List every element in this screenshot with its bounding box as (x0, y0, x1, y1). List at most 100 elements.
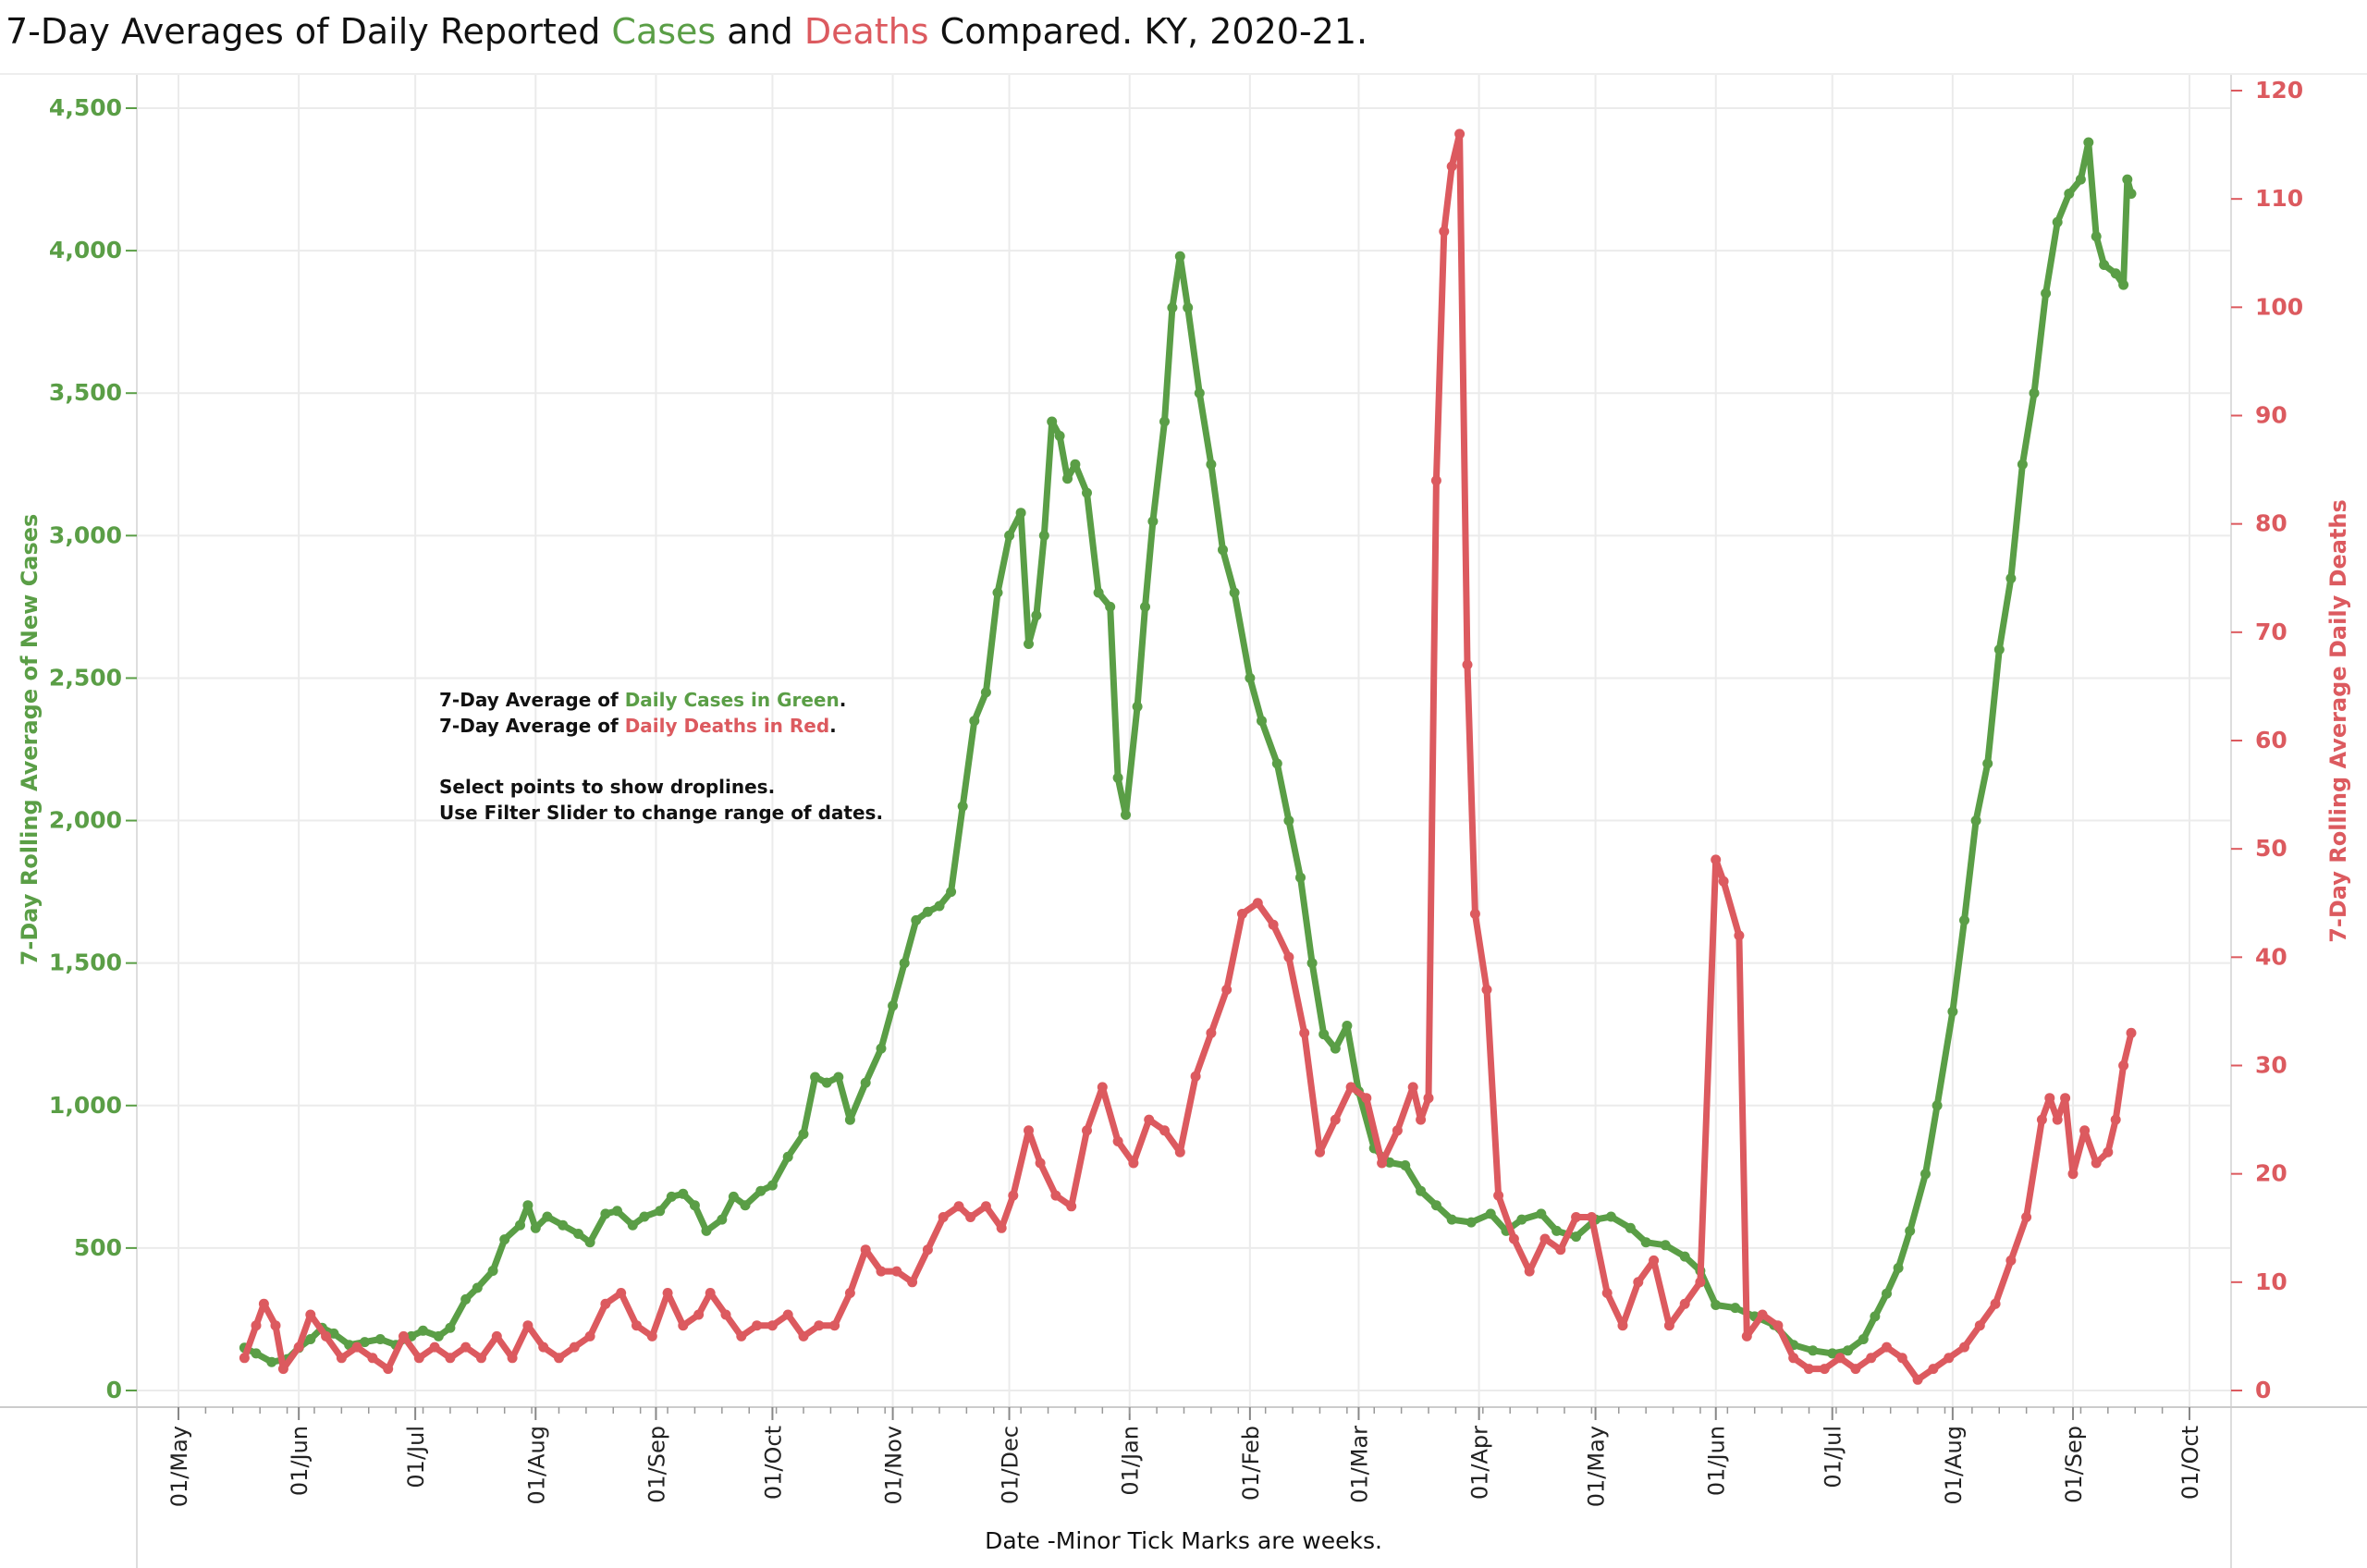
deaths-point[interactable] (277, 1364, 288, 1375)
cases-point[interactable] (499, 1234, 510, 1245)
cases-point[interactable] (1218, 545, 1228, 556)
deaths-point[interactable] (1430, 475, 1441, 486)
cases-point[interactable] (1730, 1303, 1741, 1314)
deaths-point[interactable] (1315, 1146, 1325, 1158)
deaths-point[interactable] (1959, 1341, 1969, 1353)
deaths-point[interactable] (1361, 1093, 1372, 1104)
cases-point[interactable] (1416, 1185, 1427, 1196)
cases-point[interactable] (992, 587, 1003, 598)
deaths-point[interactable] (1097, 1082, 1108, 1093)
deaths-point[interactable] (1912, 1374, 1923, 1385)
cases-point[interactable] (876, 1043, 887, 1054)
cases-point[interactable] (2041, 288, 2052, 299)
cases-point[interactable] (515, 1219, 525, 1231)
deaths-point[interactable] (321, 1330, 332, 1341)
deaths-point[interactable] (2110, 1114, 2121, 1125)
deaths-point[interactable] (844, 1288, 855, 1298)
cases-point[interactable] (1257, 716, 1267, 727)
cases-point[interactable] (1882, 1288, 1892, 1299)
deaths-point[interactable] (2044, 1093, 2055, 1104)
cases-point[interactable] (1466, 1217, 1477, 1228)
deaths-point[interactable] (1392, 1125, 1403, 1136)
cases-point[interactable] (1625, 1222, 1636, 1233)
cases-point[interactable] (1194, 387, 1205, 398)
deaths-point[interactable] (646, 1330, 657, 1341)
cases-line[interactable] (240, 139, 2135, 1366)
deaths-point[interactable] (1066, 1201, 1077, 1212)
cases-point[interactable] (888, 1000, 899, 1011)
cases-point[interactable] (689, 1200, 700, 1211)
deaths-point[interactable] (1741, 1330, 1752, 1341)
cases-point[interactable] (1932, 1100, 1943, 1111)
cases-point[interactable] (2126, 189, 2137, 199)
deaths-point[interactable] (270, 1320, 281, 1331)
cases-point[interactable] (1159, 416, 1170, 427)
deaths-point[interactable] (522, 1320, 533, 1331)
cases-point[interactable] (701, 1225, 712, 1236)
cases-point[interactable] (844, 1114, 855, 1125)
deaths-point[interactable] (2060, 1093, 2071, 1104)
deaths-point[interactable] (814, 1320, 825, 1331)
deaths-point[interactable] (1571, 1212, 1582, 1222)
deaths-point[interactable] (1734, 930, 1745, 941)
deaths-point[interactable] (239, 1353, 250, 1364)
cases-point[interactable] (1206, 459, 1217, 470)
deaths-point[interactable] (1850, 1364, 1861, 1375)
cases-point[interactable] (2064, 189, 2075, 199)
deaths-point[interactable] (1128, 1158, 1139, 1169)
deaths-point[interactable] (554, 1353, 564, 1364)
cases-point[interactable] (472, 1282, 483, 1293)
deaths-point[interactable] (767, 1320, 778, 1331)
deaths-point[interactable] (953, 1201, 964, 1212)
cases-point[interactable] (445, 1322, 456, 1333)
deaths-point[interactable] (336, 1353, 347, 1364)
cases-point[interactable] (1015, 508, 1026, 519)
cases-point[interactable] (612, 1206, 622, 1217)
deaths-point[interactable] (1462, 659, 1473, 670)
deaths-point[interactable] (1190, 1071, 1201, 1082)
cases-point[interactable] (1870, 1311, 1881, 1322)
deaths-point[interactable] (584, 1330, 595, 1341)
deaths-point[interactable] (2091, 1158, 2102, 1169)
deaths-point[interactable] (705, 1288, 716, 1298)
cases-point[interactable] (1183, 302, 1194, 313)
cases-point[interactable] (1947, 1006, 1958, 1017)
deaths-point[interactable] (1974, 1320, 1985, 1331)
cases-point[interactable] (1082, 487, 1092, 498)
deaths-point[interactable] (538, 1341, 549, 1353)
deaths-point[interactable] (1928, 1364, 1939, 1375)
deaths-point[interactable] (616, 1288, 627, 1298)
cases-point[interactable] (1140, 601, 1150, 612)
cases-point[interactable] (1121, 809, 1131, 820)
cases-point[interactable] (1808, 1345, 1819, 1356)
deaths-point[interactable] (1024, 1125, 1034, 1136)
deaths-point[interactable] (1330, 1114, 1341, 1125)
deaths-point[interactable] (965, 1212, 976, 1222)
cases-point[interactable] (1062, 473, 1073, 484)
cases-point[interactable] (1112, 772, 1123, 783)
cases-point[interactable] (728, 1191, 739, 1202)
deaths-point[interactable] (1896, 1353, 1907, 1364)
cases-point[interactable] (1516, 1214, 1527, 1225)
deaths-point[interactable] (293, 1341, 304, 1353)
deaths-point[interactable] (1377, 1158, 1388, 1169)
deaths-point[interactable] (1008, 1190, 1019, 1201)
cases-point[interactable] (374, 1334, 386, 1344)
deaths-point[interactable] (752, 1320, 763, 1331)
deaths-point[interactable] (1268, 919, 1279, 930)
cases-point[interactable] (1430, 1200, 1441, 1211)
cases-point[interactable] (1571, 1231, 1582, 1243)
cases-point[interactable] (328, 1328, 339, 1339)
deaths-point[interactable] (678, 1320, 689, 1331)
deaths-point[interactable] (922, 1244, 933, 1256)
cases-point[interactable] (1551, 1225, 1563, 1236)
deaths-point[interactable] (569, 1341, 580, 1353)
deaths-point[interactable] (1679, 1298, 1690, 1309)
deaths-point[interactable] (2052, 1114, 2063, 1125)
cases-point[interactable] (1174, 251, 1185, 262)
cases-point[interactable] (1485, 1208, 1496, 1219)
cases-point[interactable] (2029, 387, 2040, 398)
cases-point[interactable] (899, 958, 910, 969)
cases-point[interactable] (740, 1200, 751, 1211)
deaths-point[interactable] (1237, 909, 1247, 919)
